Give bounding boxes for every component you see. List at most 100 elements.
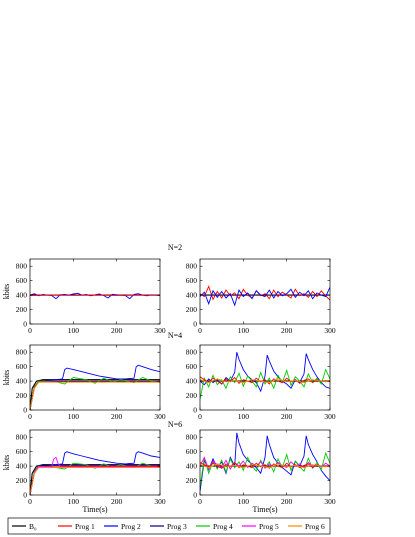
legend-box <box>7 517 331 535</box>
x-tick-label: 100 <box>68 497 80 506</box>
y-tick-label: 600 <box>16 362 28 371</box>
series-line-prog-5 <box>30 456 160 495</box>
x-tick-label: 300 <box>324 497 336 506</box>
series-group <box>200 285 330 307</box>
legend: B₀ Prog 1 Prog 2 Prog 3 Prog 4 Prog 5 Prog 6 <box>7 517 331 535</box>
series-line-prog-3 <box>30 380 160 410</box>
panel-1: 0 100 200 300 0 200 400 600 800 kbits N=2 <box>2 243 182 335</box>
y-tick-label: 800 <box>16 348 28 357</box>
panel-title: N=6 <box>168 420 182 429</box>
plot-frame <box>29 429 161 496</box>
series-line-prog-2 <box>200 287 330 307</box>
y-tick-label: 0 <box>23 320 27 329</box>
x-tick-label: 0 <box>28 412 32 421</box>
y-axis-label: kbits <box>2 455 11 471</box>
y-tick-label: 200 <box>186 476 198 485</box>
y-tick-label: 400 <box>16 377 28 386</box>
legend-item: B₀ <box>12 522 37 531</box>
legend-label: B₀ <box>29 522 37 531</box>
x-tick-label: 0 <box>198 326 202 335</box>
y-tick-label: 800 <box>186 433 198 442</box>
panel-title: N=4 <box>168 331 182 340</box>
legend-label: Prog 4 <box>213 522 233 531</box>
legend-label: Prog 3 <box>167 522 187 531</box>
y-tick-label: 600 <box>186 276 198 285</box>
x-tick-label: 0 <box>198 497 202 506</box>
x-tick-label: 300 <box>154 326 166 335</box>
series-line-prog-2 <box>30 451 160 495</box>
y-tick-label: 400 <box>16 291 28 300</box>
plot-frame <box>199 344 331 411</box>
series-line-prog-2 <box>30 292 160 300</box>
y-tick-label: 800 <box>16 433 28 442</box>
legend-label: Prog 6 <box>305 522 325 531</box>
panel-6: 0 100 200 300 0 200 400 600 800 Time(s) <box>186 429 336 514</box>
series-line-prog-4 <box>200 368 330 400</box>
y-tick-label: 0 <box>193 406 197 415</box>
y-tick-label: 600 <box>186 362 198 371</box>
series-group <box>30 364 160 410</box>
legend-label: Prog 2 <box>121 522 141 531</box>
series-line-prog-1 <box>30 466 160 495</box>
x-tick-label: 200 <box>281 326 293 335</box>
x-tick-label: 0 <box>198 412 202 421</box>
y-tick-label: 200 <box>16 476 28 485</box>
y-tick-label: 600 <box>16 447 28 456</box>
x-tick-label: 200 <box>111 326 123 335</box>
series-line-prog-6 <box>200 463 330 469</box>
plot-frame <box>29 344 161 411</box>
y-tick-label: 0 <box>23 406 27 415</box>
legend-item: Prog 5 <box>242 522 279 531</box>
x-tick-label: 200 <box>111 497 123 506</box>
series-line-prog-1 <box>200 285 330 301</box>
y-tick-label: 200 <box>186 391 198 400</box>
panel-5: 0 100 200 300 0 200 400 600 800 kbits Time(s) N=6 <box>2 420 182 514</box>
plot-frame <box>29 258 161 325</box>
x-tick-label: 100 <box>68 412 80 421</box>
x-axis-label: Time(s) <box>82 505 107 514</box>
y-tick-label: 800 <box>186 348 198 357</box>
series-line-prog-1 <box>30 294 160 296</box>
x-tick-label: 300 <box>324 412 336 421</box>
y-tick-label: 600 <box>16 276 28 285</box>
legend-label: Prog 5 <box>259 522 279 531</box>
series-line-b0 <box>30 379 160 410</box>
y-tick-label: 0 <box>23 491 27 500</box>
y-tick-label: 800 <box>16 262 28 271</box>
y-axis-label: kbits <box>2 284 11 300</box>
series-group <box>200 352 330 400</box>
y-tick-label: 400 <box>186 377 198 386</box>
legend-item: Prog 6 <box>288 522 325 531</box>
series-line-prog-6 <box>200 378 330 384</box>
y-tick-label: 0 <box>193 491 197 500</box>
y-tick-label: 200 <box>186 305 198 314</box>
panel-4: 0 100 200 300 0 200 400 600 800 <box>186 344 336 421</box>
x-tick-label: 100 <box>238 412 250 421</box>
series-line-prog-1 <box>200 461 330 469</box>
y-tick-label: 400 <box>16 462 28 471</box>
x-tick-label: 300 <box>324 326 336 335</box>
y-tick-label: 400 <box>186 462 198 471</box>
panel-2: 0 100 200 300 0 200 400 600 800 <box>186 258 336 335</box>
series-line-b0 <box>30 464 160 495</box>
legend-item: Prog 1 <box>58 522 95 531</box>
y-tick-label: 800 <box>186 262 198 271</box>
y-axis-label: kbits <box>2 370 11 386</box>
legend-item: Prog 3 <box>150 522 187 531</box>
x-tick-label: 100 <box>238 497 250 506</box>
series-group <box>30 451 160 495</box>
x-tick-label: 300 <box>154 497 166 506</box>
y-tick-label: 200 <box>16 391 28 400</box>
series-line-prog-3 <box>30 464 160 495</box>
panels: 0 100 200 300 0 200 400 600 800 kbits N=2 0 100 200 30… <box>2 243 336 514</box>
y-tick-label: 0 <box>193 320 197 329</box>
y-tick-label: 200 <box>16 305 28 314</box>
x-tick-label: 200 <box>281 497 293 506</box>
series-line-prog-2 <box>30 364 160 410</box>
x-tick-label: 200 <box>281 412 293 421</box>
plot-frame <box>199 429 331 496</box>
series-line-prog-1 <box>30 381 160 410</box>
x-tick-label: 300 <box>154 412 166 421</box>
legend-label: Prog 1 <box>75 522 95 531</box>
